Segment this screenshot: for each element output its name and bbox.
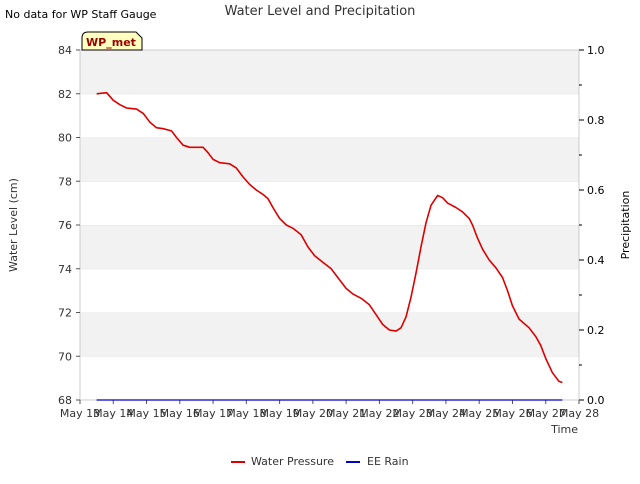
met-badge: WP_met <box>81 31 143 51</box>
series-line-water-pressure <box>96 91 563 384</box>
y-right-tick-label: 0.8 <box>587 114 605 127</box>
y-tick-label: 80 <box>58 132 72 145</box>
series-layer <box>96 91 563 401</box>
grid-band <box>80 93 579 138</box>
x-tick-label: May 17 <box>193 407 233 420</box>
chart-title: Water Level and Precipitation <box>225 4 416 19</box>
x-tick-label: May 18 <box>226 407 266 420</box>
y-tick-label: 78 <box>58 175 72 188</box>
y-axis-left-label: Water Level (cm) <box>7 178 20 272</box>
grid-bands <box>80 49 579 400</box>
grid-band <box>80 225 579 269</box>
legend-label-water-pressure: Water Pressure <box>251 455 334 468</box>
y-axis-left-ticks: 68 70 72 74 76 78 80 82 84 <box>58 44 80 407</box>
x-tick-label: May 25 <box>459 407 499 420</box>
y-tick-label: 70 <box>58 350 72 363</box>
x-tick-label: May 27 <box>526 407 566 420</box>
x-tick-label: May 28 <box>559 407 599 420</box>
y-tick-label: 82 <box>58 88 72 101</box>
badge-label: WP_met <box>86 36 136 49</box>
x-tick-label: May 15 <box>126 407 166 420</box>
x-tick-label: May 21 <box>326 407 366 420</box>
x-tick-label: May 22 <box>359 407 399 420</box>
grid-band <box>80 356 579 400</box>
x-tick-label: May 19 <box>259 407 299 420</box>
y-right-tick-label: 0.6 <box>587 184 605 197</box>
no-data-note: No data for WP Staff Gauge <box>5 8 157 21</box>
y-right-tick-label: 1.0 <box>587 44 605 57</box>
x-tick-label: May 24 <box>426 407 466 420</box>
x-tick-label: May 16 <box>160 407 200 420</box>
legend: Water Pressure EE Rain <box>231 455 409 468</box>
grid-band <box>80 268 579 313</box>
grid-band <box>80 312 579 357</box>
x-tick-label: May 23 <box>393 407 433 420</box>
grid-band <box>80 50 579 94</box>
y-right-tick-label: 0.2 <box>587 324 605 337</box>
y-tick-label: 72 <box>58 307 72 320</box>
y-tick-label: 68 <box>58 394 72 407</box>
grid-band <box>80 137 579 182</box>
y-tick-label: 84 <box>58 44 72 57</box>
x-tick-label: May 13 <box>60 407 100 420</box>
grid-band <box>80 181 579 225</box>
x-axis-label: Time <box>550 423 578 436</box>
y-axis-right-label: Precipitation <box>619 191 632 260</box>
y-right-tick-label: 0.0 <box>587 394 605 407</box>
x-tick-label: May 20 <box>293 407 333 420</box>
x-tick-label: May 14 <box>93 407 133 420</box>
y-tick-label: 76 <box>58 219 72 232</box>
y-axis-right-ticks: 0.0 0.2 0.4 0.6 0.8 1.0 <box>579 44 605 407</box>
y-tick-label: 74 <box>58 263 72 276</box>
x-tick-label: May 26 <box>492 407 532 420</box>
badge-shape <box>81 31 143 51</box>
legend-label-ee-rain: EE Rain <box>367 455 409 468</box>
y-right-tick-label: 0.4 <box>587 254 605 267</box>
